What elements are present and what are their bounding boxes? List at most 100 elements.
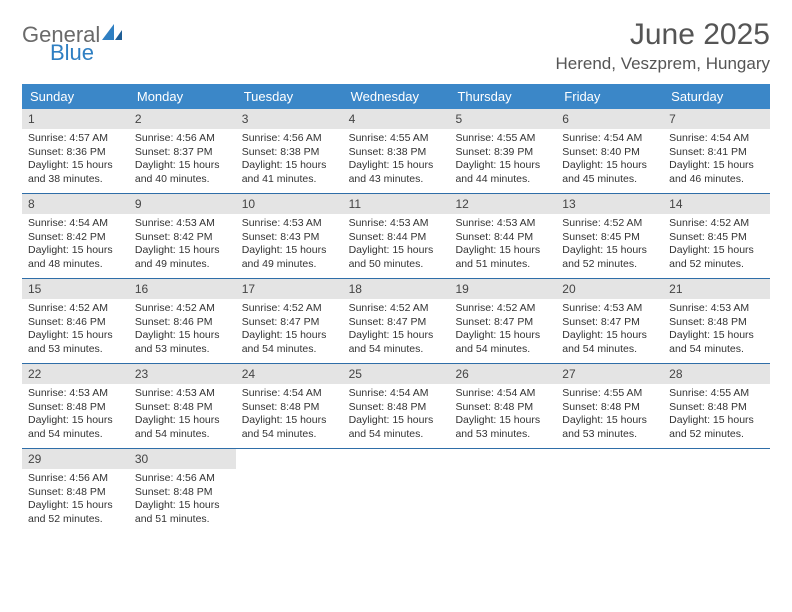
calendar-cell: 24Sunrise: 4:54 AMSunset: 8:48 PMDayligh… — [236, 364, 343, 448]
calendar-cell: 6Sunrise: 4:54 AMSunset: 8:40 PMDaylight… — [556, 109, 663, 193]
day-number: 7 — [663, 109, 770, 129]
dl2-text: and 54 minutes. — [349, 428, 444, 441]
calendar-cell: 26Sunrise: 4:54 AMSunset: 8:48 PMDayligh… — [449, 364, 556, 448]
sunrise-text: Sunrise: 4:53 AM — [242, 217, 337, 230]
dl1-text: Daylight: 15 hours — [669, 329, 764, 342]
sunset-text: Sunset: 8:48 PM — [135, 401, 230, 414]
calendar-cell: 12Sunrise: 4:53 AMSunset: 8:44 PMDayligh… — [449, 194, 556, 278]
sunset-text: Sunset: 8:38 PM — [242, 146, 337, 159]
dl2-text: and 54 minutes. — [28, 428, 123, 441]
dl1-text: Daylight: 15 hours — [349, 244, 444, 257]
dl1-text: Daylight: 15 hours — [349, 329, 444, 342]
dl2-text: and 50 minutes. — [349, 258, 444, 271]
day-number: 17 — [236, 279, 343, 299]
calendar-cell: 5Sunrise: 4:55 AMSunset: 8:39 PMDaylight… — [449, 109, 556, 193]
dl1-text: Daylight: 15 hours — [242, 414, 337, 427]
calendar-cell: 11Sunrise: 4:53 AMSunset: 8:44 PMDayligh… — [343, 194, 450, 278]
sunrise-text: Sunrise: 4:55 AM — [455, 132, 550, 145]
calendar-week: 22Sunrise: 4:53 AMSunset: 8:48 PMDayligh… — [22, 364, 770, 449]
sunrise-text: Sunrise: 4:53 AM — [28, 387, 123, 400]
sunrise-text: Sunrise: 4:53 AM — [562, 302, 657, 315]
dl1-text: Daylight: 15 hours — [28, 159, 123, 172]
weekday-label: Wednesday — [343, 84, 450, 109]
dl2-text: and 53 minutes. — [455, 428, 550, 441]
calendar-cell: 2Sunrise: 4:56 AMSunset: 8:37 PMDaylight… — [129, 109, 236, 193]
sunrise-text: Sunrise: 4:57 AM — [28, 132, 123, 145]
weekday-label: Sunday — [22, 84, 129, 109]
sunset-text: Sunset: 8:38 PM — [349, 146, 444, 159]
sunset-text: Sunset: 8:48 PM — [349, 401, 444, 414]
sunrise-text: Sunrise: 4:54 AM — [669, 132, 764, 145]
dl2-text: and 40 minutes. — [135, 173, 230, 186]
dl2-text: and 49 minutes. — [242, 258, 337, 271]
day-number: 5 — [449, 109, 556, 129]
dl1-text: Daylight: 15 hours — [135, 244, 230, 257]
sunset-text: Sunset: 8:46 PM — [135, 316, 230, 329]
sunset-text: Sunset: 8:44 PM — [455, 231, 550, 244]
calendar-cell: 8Sunrise: 4:54 AMSunset: 8:42 PMDaylight… — [22, 194, 129, 278]
day-number: 3 — [236, 109, 343, 129]
day-number: 29 — [22, 449, 129, 469]
day-number: 23 — [129, 364, 236, 384]
day-number: 18 — [343, 279, 450, 299]
sail-icon — [102, 24, 122, 40]
dl2-text: and 41 minutes. — [242, 173, 337, 186]
sunset-text: Sunset: 8:36 PM — [28, 146, 123, 159]
dl2-text: and 38 minutes. — [28, 173, 123, 186]
calendar-cell-empty — [343, 449, 450, 533]
dl2-text: and 52 minutes. — [28, 513, 123, 526]
sunset-text: Sunset: 8:41 PM — [669, 146, 764, 159]
sunset-text: Sunset: 8:48 PM — [28, 401, 123, 414]
dl2-text: and 53 minutes. — [135, 343, 230, 356]
weekday-header: Sunday Monday Tuesday Wednesday Thursday… — [22, 84, 770, 109]
sunrise-text: Sunrise: 4:56 AM — [135, 132, 230, 145]
calendar-cell-empty — [663, 449, 770, 533]
day-number: 13 — [556, 194, 663, 214]
dl2-text: and 52 minutes. — [669, 258, 764, 271]
dl2-text: and 54 minutes. — [135, 428, 230, 441]
day-number: 25 — [343, 364, 450, 384]
sunset-text: Sunset: 8:42 PM — [135, 231, 230, 244]
dl1-text: Daylight: 15 hours — [669, 159, 764, 172]
dl2-text: and 54 minutes. — [242, 343, 337, 356]
sunrise-text: Sunrise: 4:53 AM — [135, 217, 230, 230]
dl1-text: Daylight: 15 hours — [562, 159, 657, 172]
brand-logo: General Blue — [22, 18, 122, 64]
dl1-text: Daylight: 15 hours — [349, 414, 444, 427]
sunrise-text: Sunrise: 4:52 AM — [669, 217, 764, 230]
calendar-cell: 15Sunrise: 4:52 AMSunset: 8:46 PMDayligh… — [22, 279, 129, 363]
dl2-text: and 46 minutes. — [669, 173, 764, 186]
location-text: Herend, Veszprem, Hungary — [556, 54, 771, 74]
sunset-text: Sunset: 8:42 PM — [28, 231, 123, 244]
dl1-text: Daylight: 15 hours — [562, 414, 657, 427]
dl1-text: Daylight: 15 hours — [242, 329, 337, 342]
dl1-text: Daylight: 15 hours — [455, 159, 550, 172]
dl2-text: and 52 minutes. — [562, 258, 657, 271]
sunrise-text: Sunrise: 4:53 AM — [669, 302, 764, 315]
calendar-cell: 18Sunrise: 4:52 AMSunset: 8:47 PMDayligh… — [343, 279, 450, 363]
title-block: June 2025 Herend, Veszprem, Hungary — [556, 18, 771, 74]
dl1-text: Daylight: 15 hours — [455, 244, 550, 257]
dl2-text: and 49 minutes. — [135, 258, 230, 271]
calendar-cell: 9Sunrise: 4:53 AMSunset: 8:42 PMDaylight… — [129, 194, 236, 278]
day-number: 20 — [556, 279, 663, 299]
calendar-cell: 1Sunrise: 4:57 AMSunset: 8:36 PMDaylight… — [22, 109, 129, 193]
sunrise-text: Sunrise: 4:56 AM — [242, 132, 337, 145]
calendar-week: 1Sunrise: 4:57 AMSunset: 8:36 PMDaylight… — [22, 109, 770, 194]
day-number: 16 — [129, 279, 236, 299]
sunset-text: Sunset: 8:37 PM — [135, 146, 230, 159]
sunset-text: Sunset: 8:40 PM — [562, 146, 657, 159]
sunrise-text: Sunrise: 4:53 AM — [349, 217, 444, 230]
dl2-text: and 51 minutes. — [135, 513, 230, 526]
dl1-text: Daylight: 15 hours — [28, 244, 123, 257]
calendar-week: 29Sunrise: 4:56 AMSunset: 8:48 PMDayligh… — [22, 449, 770, 533]
dl2-text: and 44 minutes. — [455, 173, 550, 186]
weekday-label: Monday — [129, 84, 236, 109]
day-number: 28 — [663, 364, 770, 384]
dl2-text: and 52 minutes. — [669, 428, 764, 441]
brand-text: General Blue — [22, 24, 122, 64]
sunrise-text: Sunrise: 4:53 AM — [455, 217, 550, 230]
sunrise-text: Sunrise: 4:55 AM — [669, 387, 764, 400]
weekday-label: Thursday — [449, 84, 556, 109]
dl2-text: and 54 minutes. — [349, 343, 444, 356]
